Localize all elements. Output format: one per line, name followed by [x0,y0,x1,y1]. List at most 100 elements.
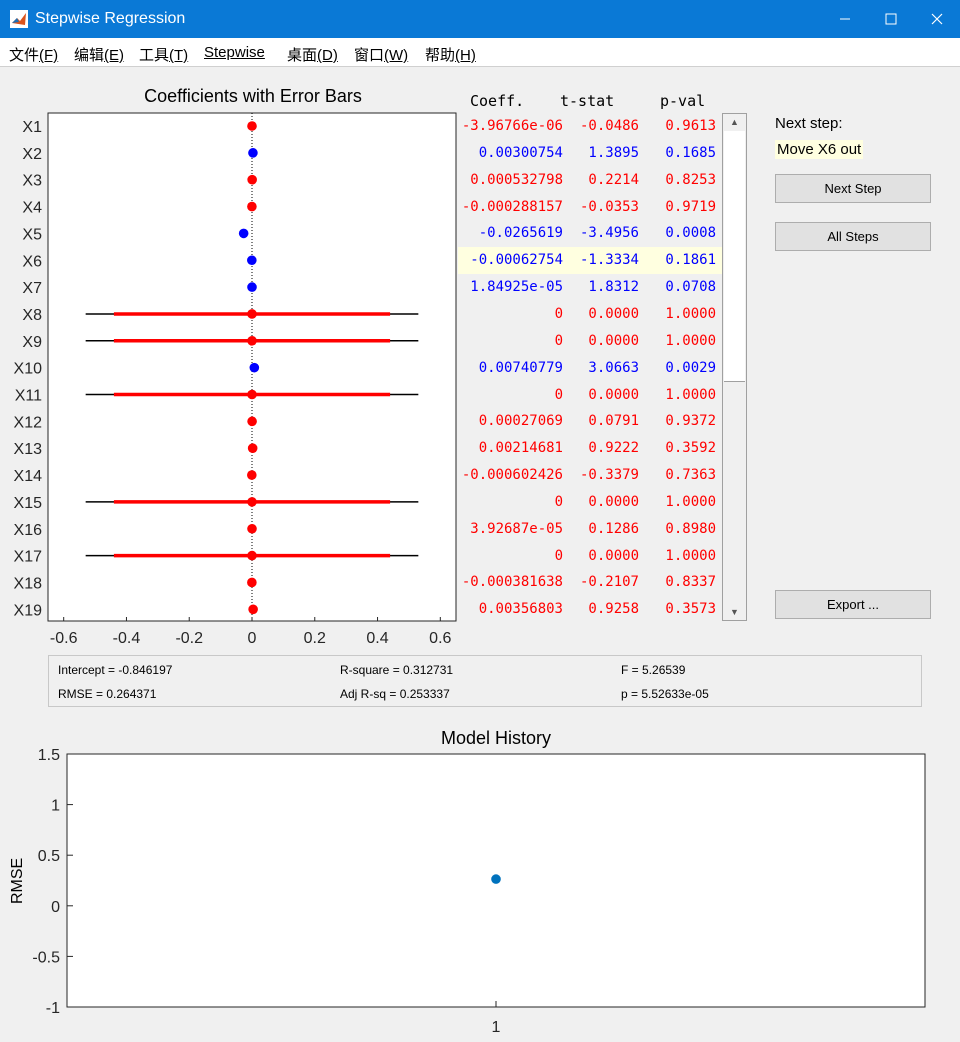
tstat-cell: 0.2214 [588,171,639,188]
menu-help[interactable]: 帮助(H) [425,47,476,64]
y-tick-label: X2 [22,146,42,163]
x-tick-label: 0.2 [304,630,326,647]
p-stat: p = 5.52633e-05 [621,687,709,701]
x-tick-label: -0.4 [113,630,141,647]
tstat-cell: -1.3334 [579,252,639,269]
pval-cell: 0.7363 [665,467,716,484]
next-step-value: Move X6 out [775,140,864,159]
pval-cell: 0.0029 [665,359,716,376]
y-tick-label: X11 [15,388,42,405]
menu-file[interactable]: 文件(F) [9,47,59,64]
x-tick-label: -0.2 [175,630,203,647]
window-title: Stepwise Regression [35,10,186,27]
coef-point [247,523,257,534]
minimize-button[interactable] [822,0,868,38]
y-tick-label: X19 [14,602,43,619]
f-stat: F = 5.26539 [621,663,686,677]
y-tick-label: 1 [51,798,60,815]
pval-cell: 0.9372 [665,413,716,430]
all-steps-button[interactable]: All Steps [775,222,931,251]
rsquare-stat: R-square = 0.312731 [340,663,454,677]
menu-edit[interactable]: 编辑(E) [74,47,125,64]
coef-point [247,336,257,346]
pval-cell: 0.1861 [665,252,716,269]
pval-header: p-val [660,92,706,110]
coeff-cell: 0.00027069 [478,413,563,430]
coeff-cell: 0.000532798 [470,171,563,188]
y-tick-label: X3 [22,173,42,190]
x-tick-label: 0.4 [366,630,388,647]
scroll-thumb[interactable] [724,131,745,382]
coef-point [247,121,257,131]
title-bar: Stepwise Regression [0,0,960,38]
coef-point [247,255,257,266]
y-tick-label: X17 [14,549,43,566]
pval-cell: 0.0708 [665,279,716,296]
rmse-stat: RMSE = 0.264371 [58,687,157,701]
close-icon [931,13,943,25]
pval-cell: 1.0000 [665,493,716,510]
y-tick-label: -1 [46,1000,60,1017]
close-button[interactable] [914,0,960,38]
scroll-up-icon[interactable]: ▲ [730,117,739,127]
menu-window[interactable]: 窗口(W) [354,47,409,64]
next-step-button[interactable]: Next Step [775,174,931,203]
coeff-cell: 0.00740779 [478,359,563,376]
x-tick-label: 0.6 [429,630,451,647]
pval-cell: 0.8253 [665,171,716,188]
next-step-label: Next step: [775,115,843,132]
coeff-cell: 0 [554,386,563,403]
x-tick-label: 0 [248,630,257,647]
coeff-cell: 0.00300754 [478,144,563,161]
menu-tools[interactable]: 工具(T) [139,47,189,64]
coefficients-error-bar-plot[interactable]: -0.6 -0.4 -0.2 0 0.2 0.4 0.6 X1 X2 X3 X4 X5 X6 X7 X8 X9… [0,108,460,653]
coeff-cell: -3.96766e-06 [461,118,563,134]
maximize-button[interactable] [868,0,914,38]
coef-point [249,362,260,373]
y-tick-label: X13 [14,441,43,458]
minimize-icon [840,18,850,20]
y-tick-label: X8 [22,307,42,324]
coeff-cell: -0.000602426 [461,467,563,484]
y-tick-label: X5 [22,226,42,243]
coef-point [247,550,257,561]
pval-cell: 0.1685 [665,144,716,161]
menu-stepwise[interactable]: Stepwise [204,44,265,61]
coeff-cell: -0.0265619 [478,225,563,242]
model-history-title: Model History [440,728,552,748]
pval-cell: 1.0000 [665,332,716,349]
intercept-stat: Intercept = -0.846197 [58,663,173,677]
pval-cell: 0.3573 [665,601,716,618]
scroll-down-icon[interactable]: ▼ [730,607,739,617]
y-tick-label: 1.5 [38,748,60,764]
export-button[interactable]: Export ... [775,590,931,619]
y-tick-label: -0.5 [32,949,60,966]
coeff-cell: 0 [554,305,563,322]
coeff-cell: 0.00214681 [478,440,563,457]
tstat-cell: 3.0663 [588,359,639,376]
tstat-cell: 0.0000 [588,332,639,349]
tstat-cell: 1.3895 [588,144,639,161]
y-tick-label: X12 [14,414,43,431]
coeff-cell: 1.84925e-05 [470,279,563,296]
pval-cell: 1.0000 [665,305,716,322]
y-tick-label: X16 [14,522,43,539]
coef-point [247,416,257,427]
tstat-cell: -0.3379 [579,467,639,484]
coef-point [247,497,257,507]
model-stats-panel: Intercept = -0.846197 RMSE = 0.264371 R-… [48,655,922,707]
x-tick-label: -0.6 [50,630,78,647]
menu-desktop[interactable]: 桌面(D) [287,47,338,64]
coeff-cell: 0 [554,547,563,564]
table-scrollbar[interactable]: ▲ ▼ [722,113,747,621]
tstat-cell: 0.0791 [588,413,639,430]
model-history-plot[interactable]: 1.5 1 0.5 0 -0.5 -1 1 [0,748,940,1042]
tstat-cell: -0.0486 [579,118,639,134]
tstat-cell: 0.1286 [588,520,639,537]
tstat-cell: 0.0000 [588,386,639,403]
coef-plot-title: Coefficients with Error Bars [144,86,362,106]
y-tick-label: 0 [51,899,60,916]
y-tick-label: 0.5 [38,848,60,865]
tstat-cell: 1.8312 [588,279,639,296]
coeff-cell: 0.00356803 [478,601,563,618]
